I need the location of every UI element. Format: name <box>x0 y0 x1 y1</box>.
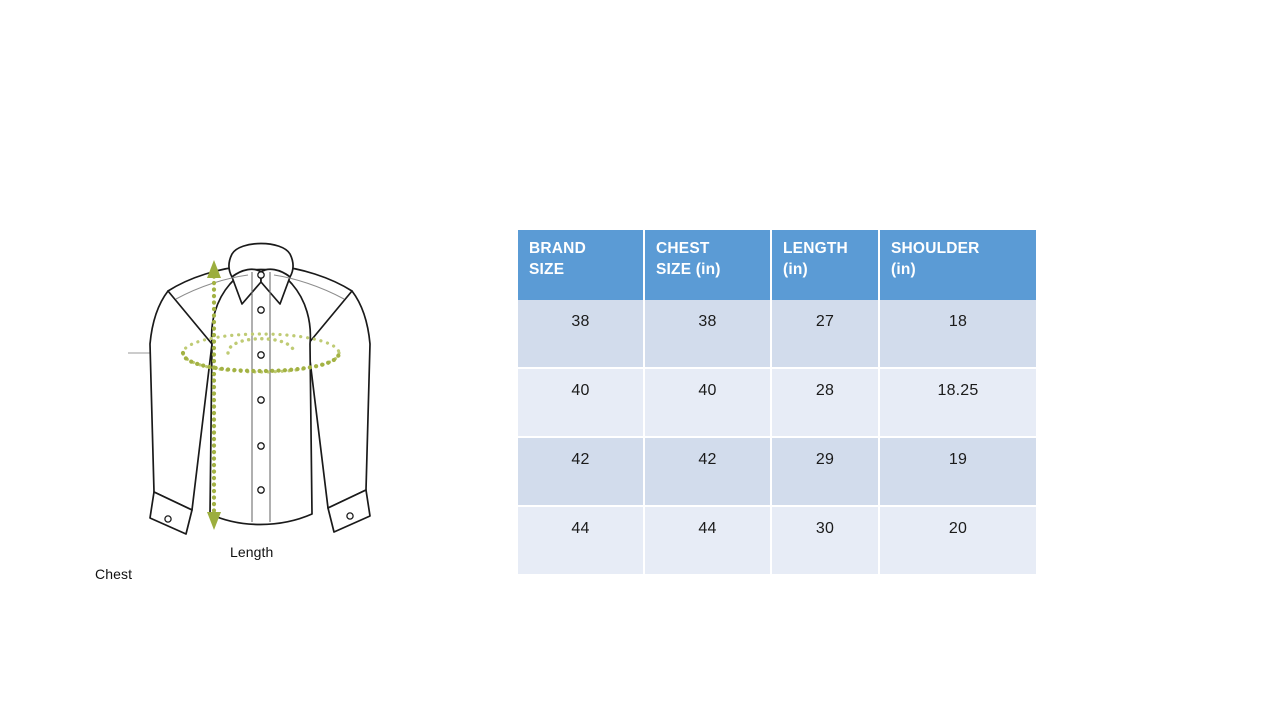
right-sleeve <box>307 290 371 509</box>
cell-chest-size: 44 <box>645 507 772 576</box>
table-body: 38 38 27 18 40 40 28 18.25 42 42 29 19 4… <box>518 300 1036 576</box>
button <box>257 271 265 279</box>
button <box>257 351 265 359</box>
cell-length: 28 <box>772 369 880 438</box>
header-line-1: CHEST <box>656 240 710 257</box>
cell-brand-size: 38 <box>518 300 645 369</box>
header-line-2: SIZE (in) <box>656 260 721 278</box>
front-placket <box>251 272 271 522</box>
left-sleeve <box>149 290 213 511</box>
cell-shoulder: 18.25 <box>880 369 1036 438</box>
column-header-chest-size: CHEST SIZE (in) <box>645 230 772 300</box>
size-chart-table: BRAND SIZE CHEST SIZE (in) LENGTH (in) S… <box>518 230 1036 576</box>
length-arrow-head-top <box>207 260 221 278</box>
shirt-diagram: Chest Length <box>80 222 440 582</box>
header-row: BRAND SIZE CHEST SIZE (in) LENGTH (in) S… <box>518 230 1036 300</box>
table-row: 42 42 29 19 <box>518 438 1036 507</box>
shirt-outline-group <box>149 242 371 535</box>
button <box>257 306 265 314</box>
button <box>257 442 265 450</box>
cell-length: 30 <box>772 507 880 576</box>
header-line-2: (in) <box>783 260 808 278</box>
shirt-illustration <box>128 242 371 535</box>
header-line-2: (in) <box>891 260 916 278</box>
button-column <box>257 271 265 494</box>
chest-ellipse-back-arc <box>226 337 296 355</box>
cell-shoulder: 19 <box>880 438 1036 507</box>
header-line-1: SHOULDER <box>891 240 980 257</box>
length-label: Length <box>230 544 274 560</box>
right-cuff-button <box>346 512 354 520</box>
length-arrow-head-bottom <box>207 512 221 530</box>
cell-shoulder: 18 <box>880 300 1036 369</box>
right-collar-leaf <box>260 268 291 305</box>
header-line-2: SIZE <box>529 260 565 278</box>
cell-brand-size: 42 <box>518 438 645 507</box>
cell-brand-size: 44 <box>518 507 645 576</box>
header-line-1: LENGTH <box>783 240 848 257</box>
table-row: 40 40 28 18.25 <box>518 369 1036 438</box>
cell-chest-size: 40 <box>645 369 772 438</box>
cell-chest-size: 38 <box>645 300 772 369</box>
header-line-1: BRAND <box>529 240 586 257</box>
column-header-length: LENGTH (in) <box>772 230 880 300</box>
table-header: BRAND SIZE CHEST SIZE (in) LENGTH (in) S… <box>518 230 1036 300</box>
button <box>257 396 265 404</box>
cuff-buttons <box>164 512 354 523</box>
cell-chest-size: 42 <box>645 438 772 507</box>
table-row: 44 44 30 20 <box>518 507 1036 576</box>
chest-ellipse-front-arc <box>180 350 342 374</box>
cell-brand-size: 40 <box>518 369 645 438</box>
column-header-shoulder: SHOULDER (in) <box>880 230 1036 300</box>
column-header-brand-size: BRAND SIZE <box>518 230 645 300</box>
shirt-body <box>209 266 313 526</box>
left-cuff <box>149 491 193 535</box>
chest-label: Chest <box>95 566 133 582</box>
cell-length: 29 <box>772 438 880 507</box>
cell-shoulder: 20 <box>880 507 1036 576</box>
right-cuff <box>327 489 371 533</box>
table-row: 38 38 27 18 <box>518 300 1036 369</box>
left-cuff-button <box>164 515 172 523</box>
cell-length: 27 <box>772 300 880 369</box>
button <box>257 486 265 494</box>
